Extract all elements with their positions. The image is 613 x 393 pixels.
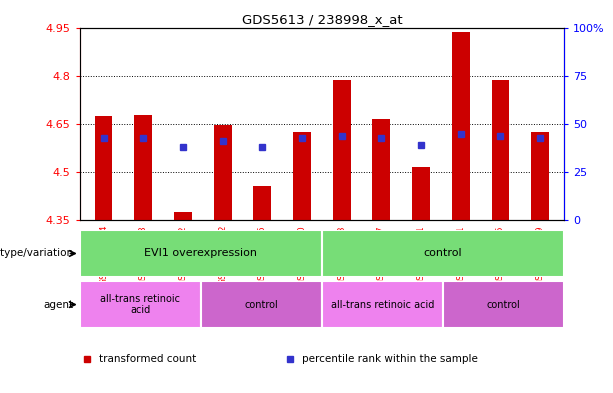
Bar: [412, 167, 430, 220]
Text: control: control: [487, 299, 520, 310]
Text: percentile rank within the sample: percentile rank within the sample: [302, 354, 478, 364]
Bar: [80, 281, 201, 328]
Bar: [333, 81, 351, 220]
Bar: [531, 132, 549, 220]
Text: control: control: [424, 248, 462, 259]
Bar: [214, 125, 232, 220]
Text: agent: agent: [44, 299, 74, 310]
Bar: [492, 81, 509, 220]
Bar: [322, 230, 564, 277]
Text: all-trans retinoic
acid: all-trans retinoic acid: [100, 294, 180, 315]
Bar: [443, 281, 564, 328]
Bar: [174, 212, 192, 220]
Bar: [373, 119, 390, 220]
Bar: [201, 281, 322, 328]
Bar: [452, 32, 470, 220]
Bar: [134, 115, 152, 220]
Text: control: control: [245, 299, 278, 310]
Text: all-trans retinoic acid: all-trans retinoic acid: [330, 299, 434, 310]
Title: GDS5613 / 238998_x_at: GDS5613 / 238998_x_at: [242, 13, 402, 26]
Bar: [293, 132, 311, 220]
Text: genotype/variation: genotype/variation: [0, 248, 74, 259]
Text: EVI1 overexpression: EVI1 overexpression: [144, 248, 257, 259]
Bar: [253, 186, 271, 220]
Bar: [94, 116, 112, 220]
Bar: [322, 281, 443, 328]
Text: transformed count: transformed count: [99, 354, 196, 364]
Bar: [80, 230, 322, 277]
